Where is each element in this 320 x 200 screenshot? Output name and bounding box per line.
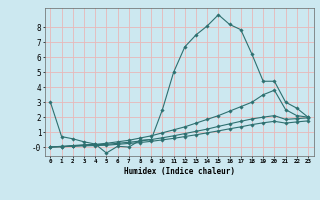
X-axis label: Humidex (Indice chaleur): Humidex (Indice chaleur) [124,167,235,176]
